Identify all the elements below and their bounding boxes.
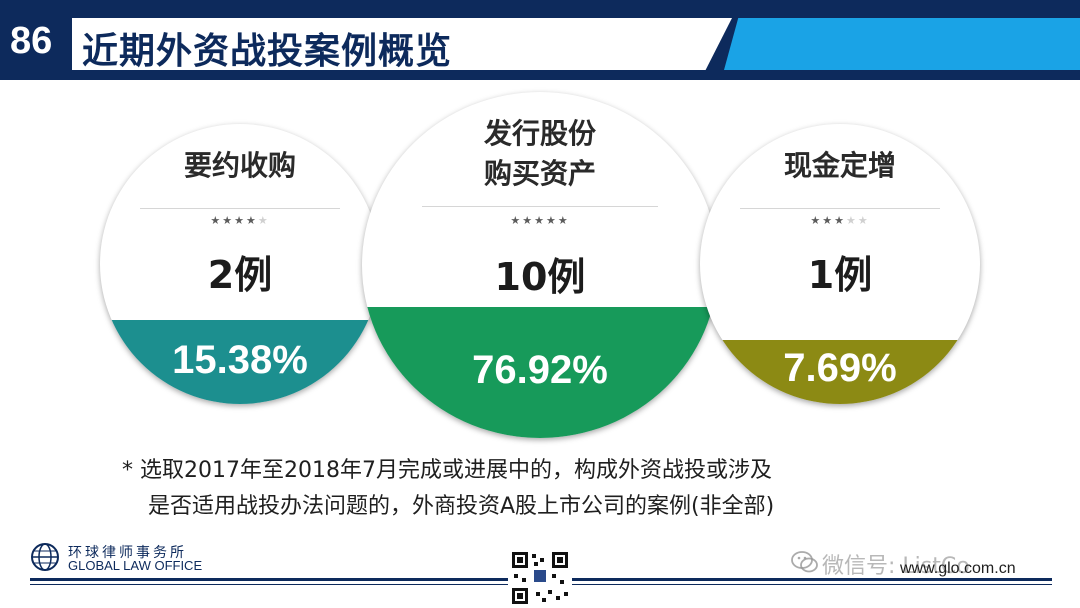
star-filled-icon: ★ [822, 214, 835, 227]
wechat-watermark: 微信号: ListCo [822, 554, 970, 579]
percent-fill [362, 307, 718, 438]
case-label: 要约收购 [100, 146, 380, 186]
page-number: 86 [10, 20, 53, 62]
star-filled-icon: ★ [510, 214, 523, 227]
firm-name-en: GLOBAL LAW OFFICE [68, 558, 203, 573]
case-label-line: 发行股份 [483, 117, 596, 150]
top-bar [0, 0, 1080, 18]
case-count: 2例 [207, 253, 273, 297]
globe-logo-icon [31, 543, 59, 571]
page-title: 近期外资战投案例概览 [82, 31, 453, 72]
case-label-line: 要约收购 [183, 149, 296, 182]
percent-fill [100, 320, 380, 404]
case-label-line: 现金定增 [783, 149, 896, 182]
case-count: 10例 [494, 255, 586, 299]
star-filled-icon: ★ [245, 214, 258, 227]
firm-name-cn: 环球律师事务所 [68, 545, 187, 561]
case-circle-share-issuance: 发行股份 购买资产 ★★★★★ 10例 76.92% [362, 92, 718, 438]
star-filled-icon: ★ [234, 214, 246, 227]
star-filled-icon: ★ [222, 214, 235, 227]
divider [740, 208, 940, 209]
star-empty-icon: ★ [845, 214, 858, 227]
website-url: www.glo.com.cn [900, 560, 1016, 577]
divider [140, 208, 340, 209]
star-filled-icon: ★ [522, 214, 535, 227]
case-label: 发行股份 购买资产 [362, 114, 718, 194]
star-filled-icon: ★ [834, 214, 846, 227]
case-percent: 76.92% [472, 348, 608, 392]
rating-stars: ★★★★★ [700, 214, 980, 227]
star-empty-icon: ★ [257, 214, 270, 227]
divider [422, 206, 658, 207]
case-circle-cash-placement: 现金定增 ★★★★★ 1例 7.69% [700, 124, 980, 404]
footnote-line-2: 是否适用战投办法问题的，外商投资A股上市公司的案例(非全部) [148, 494, 775, 519]
star-filled-icon: ★ [534, 214, 546, 227]
case-label: 现金定增 [700, 146, 980, 186]
header-accent-panel [724, 18, 1080, 70]
percent-fill [700, 340, 980, 404]
rating-stars: ★★★★★ [100, 214, 380, 227]
footnote-line-1: * 选取2017年至2018年7月完成或进展中的，构成外资战投或涉及 [122, 458, 772, 483]
star-filled-icon: ★ [557, 214, 570, 227]
header-title-panel [72, 18, 732, 70]
case-label-line: 购买资产 [483, 157, 596, 190]
rating-stars: ★★★★★ [362, 214, 718, 227]
case-percent: 15.38% [172, 338, 308, 382]
wechat-icon [791, 551, 818, 573]
case-count: 1例 [807, 253, 873, 297]
star-filled-icon: ★ [545, 214, 558, 227]
star-filled-icon: ★ [810, 214, 823, 227]
case-percent: 7.69% [783, 346, 897, 390]
star-filled-icon: ★ [210, 214, 223, 227]
qr-code-icon [508, 548, 572, 608]
case-circle-tender-offer: 要约收购 ★★★★★ 2例 15.38% [100, 124, 380, 404]
star-empty-icon: ★ [857, 214, 870, 227]
